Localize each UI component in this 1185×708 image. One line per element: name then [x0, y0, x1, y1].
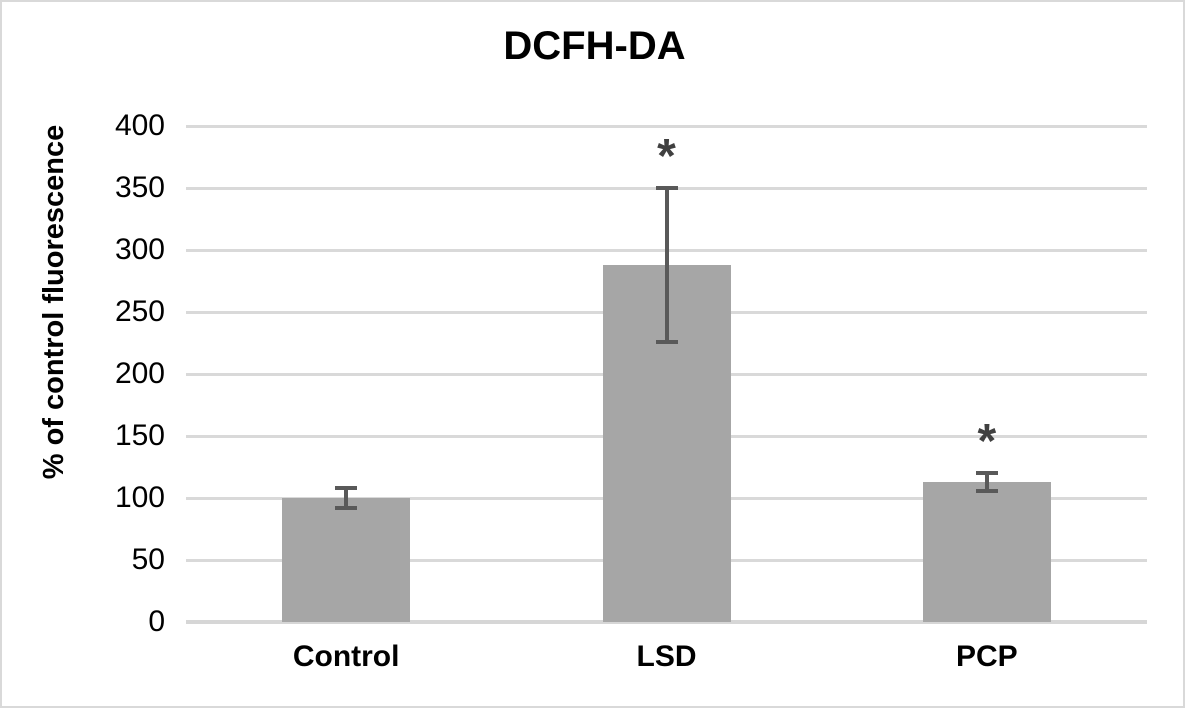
- y-tick-label: 0: [148, 605, 165, 638]
- x-category-label: PCP: [955, 640, 1018, 673]
- bar-control: [282, 498, 411, 622]
- error-bar-top-cap: [655, 186, 678, 190]
- x-category-label: LSD: [636, 640, 697, 673]
- y-tick-label: 350: [114, 171, 165, 204]
- y-tick-label: 400: [114, 109, 165, 142]
- y-tick-label: 300: [114, 233, 165, 266]
- gridline: [186, 124, 1147, 128]
- y-tick-label: 50: [131, 543, 165, 576]
- x-axis-line: [186, 620, 1147, 624]
- error-bar-bottom-cap: [335, 505, 358, 510]
- error-bar-bottom-cap: [975, 488, 998, 493]
- error-bar-line: [664, 188, 669, 342]
- error-bar-line: [344, 488, 349, 508]
- y-tick-label: 200: [114, 357, 165, 390]
- y-axis-title: % of control fluorescence: [38, 124, 70, 480]
- error-bar-top-cap: [975, 471, 998, 476]
- significance-marker: *: [657, 130, 676, 183]
- significance-marker: *: [977, 415, 997, 469]
- x-category-label: Control: [292, 640, 400, 673]
- y-tick-label: 150: [114, 419, 165, 452]
- bar-pcp: [922, 481, 1051, 622]
- chart-title: DCFH-DA: [503, 24, 686, 68]
- error-bar-bottom-cap: [655, 339, 678, 344]
- error-bar-top-cap: [335, 486, 358, 491]
- error-bar-line: [984, 473, 989, 491]
- y-tick-label: 100: [114, 481, 165, 514]
- y-tick-label: 250: [114, 295, 165, 328]
